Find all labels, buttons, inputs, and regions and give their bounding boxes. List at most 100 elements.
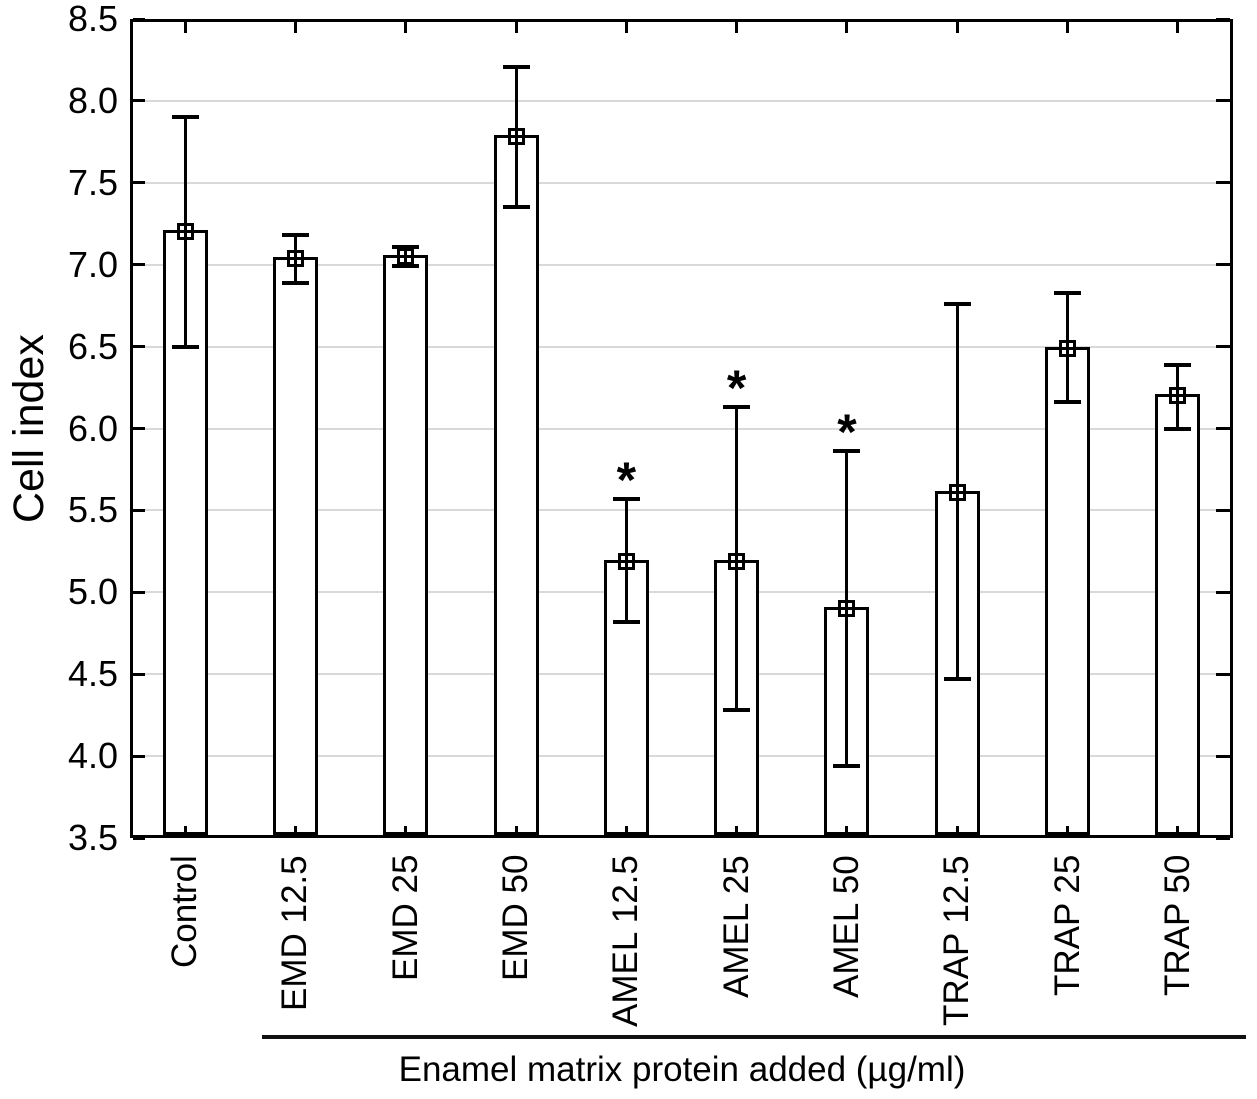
error-bar-cap-bottom — [502, 205, 530, 210]
bar — [1045, 346, 1091, 835]
x-category-label: Control — [165, 855, 205, 968]
x-category-label: EMD 25 — [385, 855, 425, 982]
y-axis-tick-left — [133, 672, 145, 676]
significance-asterisk: * — [616, 451, 637, 508]
marker-vertical-line — [514, 131, 518, 143]
gridline — [133, 509, 1230, 512]
significance-asterisk: * — [837, 404, 857, 461]
marker-vertical-line — [735, 555, 739, 567]
x-category-label: TRAP 50 — [1157, 855, 1197, 997]
x-axis-tick-top — [1066, 22, 1070, 33]
y-axis-tick-right — [1216, 99, 1230, 103]
error-bar-cap-top — [392, 244, 420, 249]
x-axis-tick-bottom — [514, 826, 518, 835]
x-axis-tick-top — [845, 22, 849, 33]
marker-vertical-line — [183, 226, 187, 238]
y-axis-tick-right — [1216, 181, 1230, 185]
x-axis-title: Enamel matrix protein added (µg/ml) — [398, 1050, 966, 1089]
error-bar-cap-top — [1164, 362, 1192, 367]
gridline — [133, 755, 1230, 758]
marker-vertical-line — [293, 252, 297, 264]
x-axis-tick-bottom — [1176, 826, 1180, 835]
error-bar-cap-bottom — [612, 619, 640, 624]
x-axis-tick-bottom — [624, 826, 628, 835]
bar — [493, 135, 539, 835]
mean-marker-square-plus-icon — [728, 552, 746, 570]
x-axis-tick-bottom — [735, 826, 739, 835]
gridline — [133, 99, 1230, 102]
x-axis-tick-bottom — [293, 826, 297, 835]
group-bracket-line — [262, 1035, 1246, 1039]
bar — [1155, 394, 1201, 835]
marker-vertical-line — [1176, 390, 1180, 402]
y-axis-tick-left — [133, 508, 145, 512]
mean-marker-square-plus-icon — [617, 552, 635, 570]
y-axis-tick-right — [1216, 17, 1230, 21]
x-axis-tick-top — [955, 22, 959, 33]
y-axis-tick-left — [133, 427, 145, 430]
marker-vertical-line — [845, 603, 849, 615]
x-axis-tick-bottom — [183, 826, 187, 835]
error-bar-cap-top — [1054, 290, 1082, 295]
error-bar-cap-bottom — [833, 763, 861, 768]
x-category-label: TRAP 25 — [1047, 855, 1087, 997]
error-bar-cap-top — [171, 115, 199, 120]
y-axis-tick-left — [133, 99, 145, 103]
y-axis-tick-right — [1216, 345, 1230, 349]
y-tick-label: 4.0 — [67, 735, 118, 777]
y-tick-label: 7.0 — [67, 243, 118, 285]
marker-vertical-line — [1066, 342, 1070, 354]
y-tick-label: 3.5 — [67, 817, 118, 858]
error-bar-cap-bottom — [1164, 426, 1192, 431]
mean-marker-square-plus-icon — [397, 248, 415, 265]
y-tick-label: 8.5 — [67, 0, 118, 39]
y-tick-label: 6.0 — [67, 407, 118, 449]
y-axis-tick-left — [133, 181, 145, 185]
x-axis-tick-bottom — [955, 826, 959, 835]
error-bar-cap-bottom — [723, 708, 751, 713]
y-tick-label: 8.0 — [67, 79, 118, 121]
gridline — [133, 263, 1230, 266]
error-bar-cap-bottom — [943, 677, 971, 682]
x-axis-tick-bottom — [845, 826, 849, 835]
gridline — [133, 673, 1230, 676]
y-axis-tick-right — [1216, 672, 1230, 676]
y-tick-label: 4.5 — [67, 653, 118, 695]
y-axis-tick-left — [133, 17, 145, 21]
error-bar-cap-top — [943, 302, 971, 306]
mean-marker-square-plus-icon — [1169, 387, 1187, 405]
mean-marker-square-plus-icon — [507, 128, 525, 146]
gridline — [133, 591, 1230, 594]
y-axis-tick-right — [1216, 427, 1230, 430]
x-category-label: AMEL 12.5 — [606, 855, 646, 1027]
x-axis-tick-top — [293, 22, 297, 33]
error-bar-cap-top — [281, 233, 309, 238]
x-axis-tick-top — [735, 22, 739, 33]
x-category-label: AMEL 50 — [826, 855, 866, 998]
y-axis-tick-left — [133, 836, 145, 840]
y-axis-tick-right — [1216, 836, 1230, 840]
y-axis-tick-left — [133, 345, 145, 349]
mean-marker-square-plus-icon — [1059, 339, 1077, 357]
error-bar-cap-bottom — [281, 280, 309, 285]
x-category-label: AMEL 25 — [716, 855, 756, 998]
x-axis-tick-top — [1176, 22, 1180, 33]
error-bar-cap-top — [723, 405, 751, 410]
marker-vertical-line — [624, 555, 628, 567]
y-axis-tick-right — [1216, 754, 1230, 758]
mean-marker-square-plus-icon — [948, 483, 966, 501]
gridline — [133, 181, 1230, 184]
marker-vertical-line — [955, 486, 959, 498]
error-bar-cap-top — [502, 64, 530, 69]
y-axis-tick-right — [1216, 590, 1230, 594]
y-axis-title: Cell index — [5, 334, 53, 523]
y-tick-label: 6.5 — [67, 325, 118, 367]
error-bar-cap-bottom — [171, 344, 199, 349]
error-bar-cap-bottom — [1054, 400, 1082, 405]
x-category-label: TRAP 12.5 — [937, 855, 977, 1026]
bar — [383, 255, 429, 835]
mean-marker-square-plus-icon — [176, 223, 194, 241]
gridline — [133, 345, 1230, 348]
y-tick-label: 5.0 — [67, 571, 118, 613]
